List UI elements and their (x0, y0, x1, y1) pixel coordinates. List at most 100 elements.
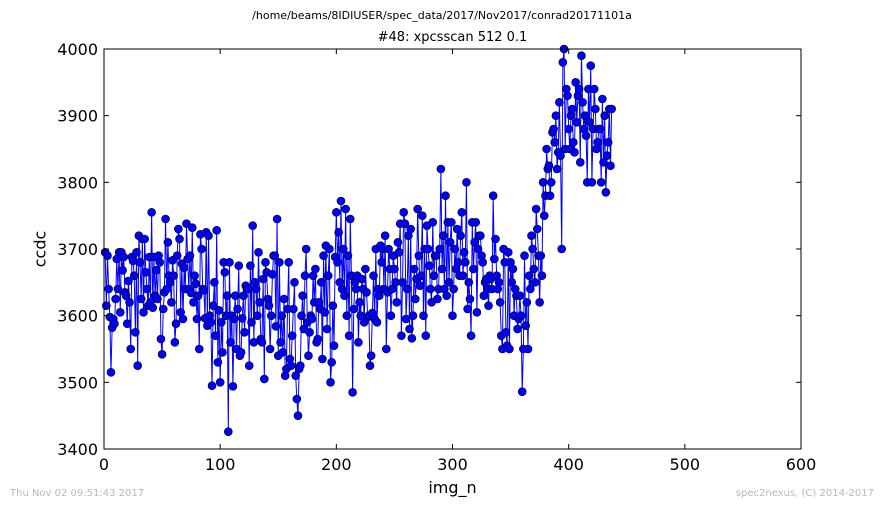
data-point (448, 311, 457, 320)
data-point (569, 138, 578, 147)
data-point (318, 354, 327, 364)
data-point (527, 231, 536, 240)
data-point (411, 294, 420, 304)
data-point (325, 244, 334, 254)
data-point (390, 264, 399, 274)
data-point (444, 278, 454, 287)
data-point (479, 291, 489, 300)
data-point (596, 178, 606, 187)
data-point (476, 231, 485, 240)
data-point (538, 178, 548, 187)
data-point (226, 338, 235, 347)
data-point (429, 271, 439, 280)
data-point (336, 196, 346, 206)
data-point (234, 261, 244, 270)
data-point (171, 319, 181, 328)
data-point (505, 344, 514, 354)
data-point (334, 228, 343, 237)
chart-suptitle: /home/beams/8IDIUSER/spec_data/2017/Nov2… (252, 9, 632, 22)
y-tick-label: 3400 (57, 440, 98, 459)
data-point (491, 234, 500, 244)
data-point (598, 94, 607, 104)
data-point (394, 248, 404, 257)
data-point (103, 251, 112, 260)
data-point (129, 271, 139, 280)
data-point (157, 350, 167, 359)
data-point (529, 264, 539, 274)
data-point (258, 274, 268, 284)
y-tick-label: 3800 (57, 173, 98, 192)
data-point (140, 234, 149, 244)
data-point (155, 258, 165, 267)
data-point (174, 224, 183, 234)
data-point (115, 308, 125, 317)
data-point (254, 248, 263, 257)
data-point (163, 238, 173, 247)
data-point (206, 318, 216, 327)
data-point (139, 308, 148, 317)
data-point (156, 334, 166, 344)
data-point (423, 244, 433, 254)
data-point (532, 224, 542, 234)
data-point (600, 111, 609, 120)
data-point (212, 226, 221, 235)
data-point (135, 258, 145, 267)
data-point (208, 301, 218, 310)
data-point (264, 301, 274, 310)
data-point (552, 164, 562, 174)
data-point (323, 271, 333, 280)
data-point (465, 294, 475, 304)
data-point (141, 268, 151, 277)
data-point (362, 288, 371, 297)
data-point (536, 251, 546, 260)
data-point (438, 231, 448, 240)
data-point (571, 78, 580, 87)
data-point (441, 191, 450, 200)
data-point (550, 138, 560, 147)
data-point (601, 188, 611, 197)
data-point (399, 208, 409, 217)
data-point (424, 261, 434, 270)
data-point (189, 298, 198, 307)
data-point (578, 98, 587, 107)
data-point (361, 264, 370, 274)
data-point (190, 271, 199, 280)
data-point (545, 191, 555, 200)
data-point (478, 258, 488, 267)
data-point (413, 204, 422, 214)
y-tick-label: 3900 (57, 107, 98, 126)
data-point (260, 374, 269, 384)
data-point (278, 348, 288, 357)
data-point (393, 238, 403, 247)
data-point (213, 358, 223, 367)
data-point (158, 304, 168, 314)
data-point (572, 118, 582, 127)
data-point (558, 58, 568, 67)
y-axis-label: ccdc (30, 230, 50, 268)
data-point (442, 291, 451, 300)
data-point (366, 351, 376, 360)
data-point (408, 311, 418, 320)
data-point (380, 231, 390, 240)
data-point (419, 311, 428, 320)
data-point (469, 264, 478, 274)
data-point (197, 244, 206, 254)
footer-credit: spec2nexus, (C) 2014-2017 (735, 488, 874, 499)
data-point (494, 278, 504, 287)
data-point (172, 251, 182, 260)
data-point (428, 218, 438, 227)
data-point (381, 344, 391, 354)
data-point (415, 281, 425, 290)
data-point (464, 278, 474, 287)
data-point (503, 248, 513, 257)
data-point (392, 298, 402, 307)
data-point (237, 314, 247, 323)
data-point (445, 238, 455, 247)
data-point (224, 427, 233, 436)
series-layer (100, 44, 616, 436)
data-point (369, 271, 378, 280)
data-point (119, 252, 129, 262)
data-point (535, 298, 544, 307)
data-point (340, 291, 349, 300)
